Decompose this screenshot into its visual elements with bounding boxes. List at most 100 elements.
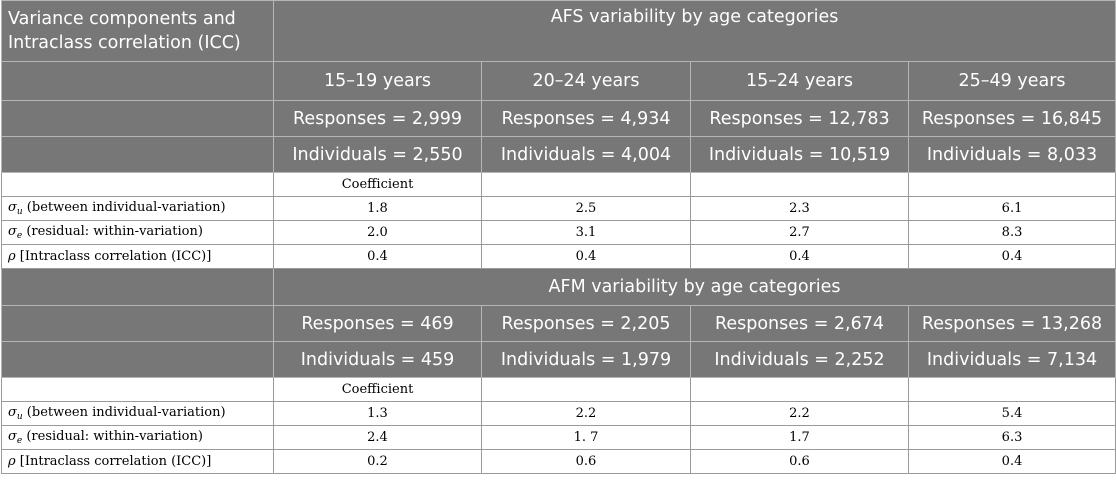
empty-cell <box>907 172 1116 197</box>
sigma-e-label: σe (residual: within-variation) <box>1 220 274 245</box>
coefficient-label: Coefficient <box>273 377 482 402</box>
header-row-afm-title: AFM variability by age categories <box>1 268 1116 306</box>
value-cell: 1.8 <box>273 196 482 221</box>
corner-header: Variance components and Intraclass corre… <box>1 0 274 62</box>
empty-cell <box>1 377 274 402</box>
value-cell: 2.4 <box>273 425 482 450</box>
responses-cell: Responses = 2,205 <box>481 305 691 342</box>
subscript-u: u <box>16 207 23 217</box>
sigma-e-label: σe (residual: within-variation) <box>1 425 274 450</box>
empty-header-cell <box>1 268 274 306</box>
value-cell: 0.4 <box>481 244 691 269</box>
afm-responses-row: Responses = 469 Responses = 2,205 Respon… <box>1 305 1116 342</box>
empty-cell <box>481 377 691 402</box>
sigma-symbol: σ <box>8 200 17 215</box>
value-cell: 2.7 <box>690 220 909 245</box>
value-cell: 1.3 <box>273 401 482 426</box>
individuals-cell: Individuals = 7,134 <box>907 341 1116 378</box>
subscript-e: e <box>16 231 23 241</box>
sigma-u-label: σu (between individual-variation) <box>1 196 274 221</box>
responses-cell: Responses = 13,268 <box>907 305 1116 342</box>
afs-sigma-e-row: σe (residual: within-variation) 2.0 3.1 … <box>1 220 1116 245</box>
individuals-cell: Individuals = 459 <box>273 341 482 378</box>
empty-header-cell <box>1 61 274 101</box>
empty-cell <box>1 172 274 197</box>
individuals-cell: Individuals = 1,979 <box>481 341 691 378</box>
sigma-e-description: (residual: within-variation) <box>22 224 203 239</box>
value-cell: 6.3 <box>907 425 1116 450</box>
empty-cell <box>481 172 691 197</box>
individuals-cell: Individuals = 10,519 <box>690 136 909 173</box>
subscript-e: e <box>16 436 23 446</box>
afs-section-title: AFS variability by age categories <box>272 0 1116 62</box>
value-cell: 0.4 <box>273 244 482 269</box>
value-cell: 1. 7 <box>481 425 691 450</box>
sigma-e-description: (residual: within-variation) <box>22 429 203 444</box>
afm-section-title: AFM variability by age categories <box>272 268 1116 306</box>
afm-rho-row: ρ [Intraclass correlation (ICC)] 0.2 0.6… <box>1 449 1116 474</box>
value-cell: 2.0 <box>273 220 482 245</box>
rho-label: ρ [Intraclass correlation (ICC)] <box>1 244 274 269</box>
empty-header-cell <box>1 341 274 378</box>
responses-cell: Responses = 2,999 <box>273 100 482 137</box>
value-cell: 0.6 <box>690 449 909 474</box>
empty-header-cell <box>1 100 274 137</box>
responses-cell: Responses = 16,845 <box>907 100 1116 137</box>
header-row-afs-title: Variance components and Intraclass corre… <box>1 0 1116 62</box>
age-category-cell: 20–24 years <box>481 61 691 101</box>
value-cell: 3.1 <box>481 220 691 245</box>
afs-sigma-u-row: σu (between individual-variation) 1.8 2.… <box>1 196 1116 221</box>
value-cell: 2.2 <box>690 401 909 426</box>
value-cell: 2.5 <box>481 196 691 221</box>
subscript-u: u <box>16 412 23 422</box>
sigma-symbol: σ <box>8 405 17 420</box>
responses-cell: Responses = 2,674 <box>690 305 909 342</box>
rho-description: [Intraclass correlation (ICC)] <box>15 454 212 469</box>
value-cell: 2.2 <box>481 401 691 426</box>
individuals-cell: Individuals = 2,252 <box>690 341 909 378</box>
value-cell: 1.7 <box>690 425 909 450</box>
value-cell: 0.4 <box>907 244 1116 269</box>
empty-header-cell <box>1 305 274 342</box>
age-category-cell: 15–19 years <box>273 61 482 101</box>
individuals-cell: Individuals = 8,033 <box>907 136 1116 173</box>
age-category-cell: 15–24 years <box>690 61 909 101</box>
afs-responses-row: Responses = 2,999 Responses = 4,934 Resp… <box>1 100 1116 137</box>
age-category-cell: 25–49 years <box>907 61 1116 101</box>
afm-individuals-row: Individuals = 459 Individuals = 1,979 In… <box>1 341 1116 378</box>
value-cell: 0.4 <box>690 244 909 269</box>
empty-header-cell <box>1 136 274 173</box>
coefficient-label: Coefficient <box>273 172 482 197</box>
rho-label: ρ [Intraclass correlation (ICC)] <box>1 449 274 474</box>
individuals-cell: Individuals = 4,004 <box>481 136 691 173</box>
afs-coefficient-row: Coefficient <box>1 172 1116 197</box>
value-cell: 0.6 <box>481 449 691 474</box>
responses-cell: Responses = 469 <box>273 305 482 342</box>
sigma-u-description: (between individual-variation) <box>22 405 226 420</box>
sigma-symbol: σ <box>8 224 17 239</box>
sigma-u-description: (between individual-variation) <box>22 200 226 215</box>
empty-cell <box>690 172 909 197</box>
age-category-row: 15–19 years 20–24 years 15–24 years 25–4… <box>1 61 1116 101</box>
value-cell: 0.2 <box>273 449 482 474</box>
value-cell: 2.3 <box>690 196 909 221</box>
sigma-u-label: σu (between individual-variation) <box>1 401 274 426</box>
sigma-symbol: σ <box>8 429 17 444</box>
afs-individuals-row: Individuals = 2,550 Individuals = 4,004 … <box>1 136 1116 173</box>
responses-cell: Responses = 12,783 <box>690 100 909 137</box>
rho-symbol: ρ <box>8 454 16 469</box>
individuals-cell: Individuals = 2,550 <box>273 136 482 173</box>
responses-cell: Responses = 4,934 <box>481 100 691 137</box>
afm-sigma-u-row: σu (between individual-variation) 1.3 2.… <box>1 401 1116 426</box>
value-cell: 6.1 <box>907 196 1116 221</box>
afm-coefficient-row: Coefficient <box>1 377 1116 402</box>
value-cell: 8.3 <box>907 220 1116 245</box>
value-cell: 5.4 <box>907 401 1116 426</box>
afs-rho-row: ρ [Intraclass correlation (ICC)] 0.4 0.4… <box>1 244 1116 269</box>
empty-cell <box>690 377 909 402</box>
rho-description: [Intraclass correlation (ICC)] <box>15 249 212 264</box>
afm-sigma-e-row: σe (residual: within-variation) 2.4 1. 7… <box>1 425 1116 450</box>
rho-symbol: ρ <box>8 249 16 264</box>
empty-cell <box>907 377 1116 402</box>
